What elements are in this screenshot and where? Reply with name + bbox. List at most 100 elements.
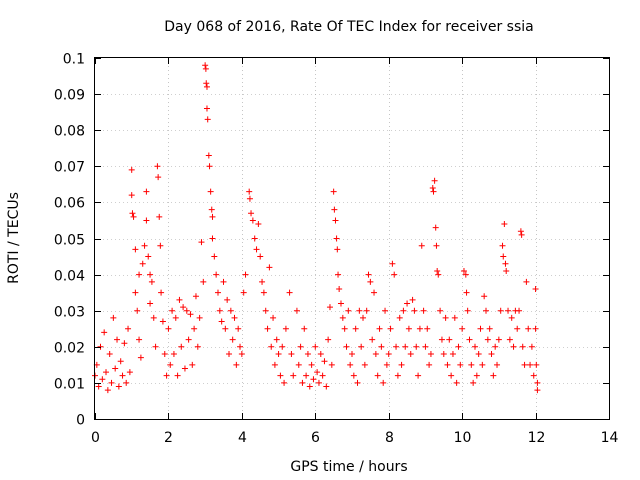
data-point [418, 242, 425, 249]
data-point [387, 325, 394, 332]
data-point [457, 361, 464, 368]
data-point [328, 361, 335, 368]
data-point [216, 307, 223, 314]
data-point [136, 336, 143, 343]
data-point [369, 336, 376, 343]
data-point [481, 293, 488, 300]
data-point [339, 314, 346, 321]
data-point [503, 267, 510, 274]
data-point [187, 311, 194, 318]
data-point [308, 361, 315, 368]
data-point [209, 235, 216, 242]
y-tick-label: 0.02 [54, 341, 85, 357]
data-point [448, 372, 455, 379]
data-point [112, 365, 119, 372]
data-point [97, 343, 104, 350]
data-point [349, 351, 355, 358]
data-point [147, 300, 154, 307]
data-point [130, 213, 137, 220]
y-tick-label: 0.03 [54, 305, 85, 321]
data-point [231, 314, 238, 321]
data-point [108, 379, 115, 386]
data-point [483, 307, 490, 314]
data-point [411, 307, 418, 314]
data-point [393, 343, 400, 350]
data-point [350, 372, 357, 379]
data-point [321, 358, 328, 365]
data-point [279, 343, 286, 350]
data-point [143, 188, 150, 195]
data-point [468, 361, 475, 368]
data-point [282, 325, 289, 332]
data-point [180, 304, 187, 311]
data-point [299, 379, 306, 386]
data-point [218, 318, 225, 325]
data-point [115, 383, 122, 390]
data-point [220, 278, 227, 285]
data-point [281, 379, 288, 386]
data-point [145, 253, 152, 260]
data-point [426, 361, 433, 368]
data-point [192, 293, 199, 300]
data-point [196, 314, 203, 321]
data-point [416, 325, 423, 332]
data-point [523, 278, 530, 285]
data-point [246, 195, 253, 202]
data-point [134, 307, 141, 314]
data-point [431, 177, 438, 184]
data-point [352, 325, 359, 332]
data-point [473, 372, 480, 379]
data-point [106, 351, 113, 358]
data-point [209, 213, 216, 220]
data-point [372, 351, 379, 358]
data-point [101, 329, 108, 336]
data-point [268, 343, 275, 350]
data-point [347, 361, 354, 368]
data-point [270, 314, 277, 321]
data-point [136, 271, 143, 278]
data-point [203, 105, 210, 112]
data-point [227, 307, 234, 314]
data-point [477, 325, 484, 332]
data-point [444, 361, 451, 368]
data-point [325, 336, 332, 343]
data-point [451, 314, 458, 321]
data-point [420, 307, 427, 314]
data-point [277, 372, 284, 379]
data-point [336, 286, 343, 293]
data-point [360, 314, 367, 321]
data-point [533, 361, 540, 368]
data-point [204, 116, 211, 123]
data-point [229, 336, 236, 343]
data-point [486, 325, 493, 332]
data-point [161, 351, 168, 358]
data-point [99, 376, 106, 383]
data-point [165, 325, 172, 332]
data-point [119, 372, 126, 379]
x-tick-label: 12 [528, 430, 546, 446]
data-point [455, 343, 462, 350]
data-point [293, 307, 300, 314]
data-point [497, 307, 504, 314]
data-point [235, 325, 242, 332]
data-point [494, 361, 501, 368]
data-point [248, 210, 255, 217]
x-tick-label: 4 [238, 430, 247, 446]
data-point [385, 351, 392, 358]
data-point [198, 239, 205, 246]
data-point [203, 80, 210, 87]
data-point [440, 351, 447, 358]
data-point [312, 343, 319, 350]
data-point [104, 387, 111, 394]
data-point [290, 372, 297, 379]
data-point [202, 62, 209, 69]
data-point [110, 314, 117, 321]
data-point [167, 361, 174, 368]
data-point [172, 314, 179, 321]
data-point [337, 300, 344, 307]
data-point [518, 231, 525, 238]
data-point [333, 235, 340, 242]
data-point [432, 224, 439, 231]
grid-layer [95, 58, 609, 419]
